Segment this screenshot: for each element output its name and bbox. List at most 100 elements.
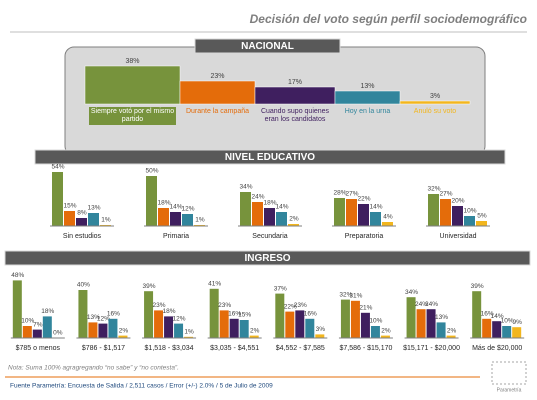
bar [482, 318, 492, 338]
bar [360, 312, 370, 338]
value-label: 16% [304, 311, 317, 318]
section-header [194, 38, 341, 54]
category-label: Más de $20,000 [472, 345, 522, 352]
value-label: 18% [163, 308, 176, 315]
bar [64, 211, 75, 226]
value-label: 14% [369, 204, 382, 211]
bar [179, 80, 256, 105]
value-label: 15% [238, 312, 251, 319]
value-label: 12% [181, 206, 194, 213]
bar [98, 323, 108, 338]
logo-frame [491, 361, 527, 385]
source: Fuente Parametría: Encuesta de Salida / … [10, 383, 273, 390]
value-label: 18% [41, 308, 54, 315]
note: Nota: Suma 100% agragregando “no sabe” y… [8, 365, 179, 372]
value-label: 14% [169, 204, 182, 211]
bar [108, 318, 118, 338]
bar [426, 309, 436, 338]
value-label: 17% [288, 79, 302, 86]
value-label: 54% [51, 164, 64, 171]
category-label: Durante la campaña [185, 108, 250, 115]
value-label: 31% [349, 293, 362, 300]
bar [209, 288, 219, 338]
bar [334, 198, 345, 226]
bar [88, 213, 99, 226]
bar [229, 318, 239, 338]
bar [78, 290, 88, 338]
bar [295, 310, 305, 338]
bar [399, 100, 471, 105]
value-label: 28% [333, 190, 346, 197]
value-label: 27% [439, 191, 452, 198]
bar [464, 216, 475, 226]
bar [275, 293, 285, 338]
value-label: 2% [381, 327, 391, 334]
bar [174, 323, 184, 338]
value-label: 1% [195, 217, 205, 224]
bar [502, 326, 512, 338]
value-label: 10% [501, 318, 514, 325]
value-label: 2% [250, 327, 260, 334]
category-label: $3,035 - $4,551 [210, 345, 259, 352]
bar [288, 224, 299, 226]
value-label: 50% [145, 168, 158, 175]
value-label: 37% [274, 285, 287, 292]
category-label: Cuando supo quienes eran los candidatos [260, 108, 330, 123]
bar [340, 299, 350, 338]
bar [170, 212, 181, 226]
value-label: 12% [97, 315, 110, 322]
bar [446, 335, 456, 338]
bar [158, 208, 169, 226]
bar [88, 322, 98, 338]
value-label: 38% [125, 58, 139, 65]
bar [249, 335, 259, 338]
value-label: 10% [369, 318, 382, 325]
category-label: $7,586 - $15,170 [339, 345, 392, 352]
value-label: 13% [435, 314, 448, 321]
value-label: 3% [316, 326, 326, 333]
category-label: Siempre votó por el mismo partido [89, 107, 176, 125]
bar [22, 326, 32, 338]
value-label: 13% [87, 314, 100, 321]
bar [416, 309, 426, 338]
value-label: 41% [208, 281, 221, 288]
value-label: 9% [512, 319, 522, 326]
bar [146, 176, 157, 226]
bar [350, 300, 360, 338]
bar [436, 322, 446, 338]
category-label: Primaria [163, 233, 189, 240]
value-label: 2% [289, 216, 299, 223]
value-label: 21% [359, 305, 372, 312]
bar [154, 310, 164, 338]
value-label: 34% [405, 289, 418, 296]
value-label: 14% [275, 204, 288, 211]
value-label: 32% [339, 291, 352, 298]
logo: Parametría [497, 387, 522, 393]
bar [254, 86, 336, 105]
value-label: 16% [107, 311, 120, 318]
bar [358, 204, 369, 226]
value-label: 27% [345, 191, 358, 198]
bar [276, 212, 287, 226]
bar [52, 172, 63, 226]
category-label: $1,518 - $3,034 [145, 345, 194, 352]
bar [334, 90, 401, 105]
category-label: Preparatoria [345, 233, 384, 240]
category-label: Hoy en la urna [344, 108, 391, 115]
page-title: Decisión del voto según perfil sociodemo… [250, 12, 527, 26]
section-header [34, 149, 506, 165]
value-label: 32% [427, 186, 440, 193]
value-label: 39% [143, 283, 156, 290]
bar [240, 192, 251, 226]
bar [42, 316, 52, 338]
value-label: 24% [425, 301, 438, 308]
value-label: 14% [491, 313, 504, 320]
bar [315, 334, 325, 338]
category-label: Anuló su voto [413, 108, 457, 115]
value-label: 39% [471, 283, 484, 290]
value-label: 18% [263, 200, 276, 207]
value-label: 4% [383, 214, 393, 221]
bar [252, 202, 263, 226]
value-label: 5% [477, 213, 487, 220]
bar [370, 326, 380, 338]
